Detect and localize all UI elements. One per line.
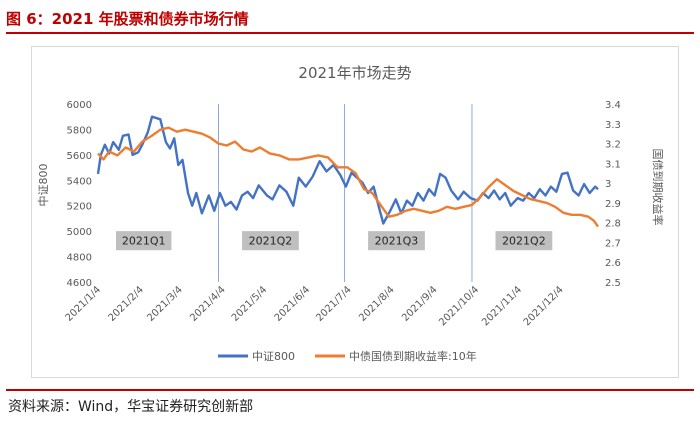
- y-tick-label-7: 4600: [67, 278, 92, 289]
- quarter-label-4: 2021Q2: [502, 235, 546, 248]
- quarter-label-2: 2021Q2: [249, 235, 293, 248]
- legend-label-yield: 中债国债到期收益率:10年: [349, 349, 477, 363]
- y2-tick-label-3: 3.1: [605, 159, 621, 170]
- chart-title: 2021年市场走势: [298, 64, 411, 82]
- y2-tick-label-8: 2.6: [605, 258, 621, 269]
- y-tick-label-5: 5000: [67, 227, 92, 238]
- x-tick-label-10: 2021/11/4: [480, 284, 524, 328]
- quarter-box-1: [116, 231, 172, 251]
- chart-svg: 2021年市场走势 中证800 国债到期收益率 2021Q1 2021Q2 2021…: [37, 64, 665, 363]
- y2-tick-label-0: 3.4: [605, 100, 621, 111]
- y2-tick-label-2: 3.2: [605, 140, 621, 151]
- series-line-yield: [97, 126, 599, 228]
- y2-tick-label-9: 2.5: [605, 278, 621, 289]
- x-tick-label-2: 2021/3/4: [145, 284, 185, 324]
- y2-tick-label-7: 2.7: [605, 238, 621, 249]
- y-axis-label: 中证800: [37, 164, 50, 207]
- quarter-box-2: [242, 231, 299, 251]
- quarter-box-4: [495, 231, 553, 251]
- x-tick-label-6: 2021/7/4: [314, 284, 354, 324]
- series-line-csi800: [96, 115, 599, 225]
- source-rule: [6, 389, 694, 391]
- x-tick-label-3: 2021/4/4: [188, 284, 228, 324]
- title-rule: [6, 32, 694, 34]
- y2-axis-label: 国债到期收益率: [651, 149, 665, 226]
- chart-frame: 2021年市场走势 中证800 国债到期收益率 2021Q1 2021Q2 2021…: [31, 46, 679, 378]
- source-note: 资料来源：Wind，华宝证券研究创新部: [8, 399, 254, 415]
- x-tick-label-9: 2021/10/4: [437, 284, 481, 328]
- x-tick-label-7: 2021/8/4: [357, 284, 397, 324]
- quarter-label-1: 2021Q1: [122, 235, 166, 248]
- legend-label-csi800: 中证800: [252, 350, 295, 363]
- y-tick-label-1: 5800: [67, 125, 92, 136]
- x-tick-label-4: 2021/5/4: [230, 284, 270, 324]
- y-tick-label-6: 4800: [67, 253, 92, 264]
- y-tick-label-0: 6000: [67, 100, 92, 111]
- y2-tick-label-4: 3: [605, 179, 611, 190]
- y2-tick-label-6: 2.8: [605, 219, 621, 230]
- y-tick-label-4: 5200: [67, 202, 92, 213]
- x-tick-label-8: 2021/9/4: [400, 284, 440, 324]
- y-tick-label-2: 5600: [67, 151, 92, 162]
- quarter-box-3: [368, 231, 425, 251]
- x-tick-label-11: 2021/12/4: [522, 284, 566, 328]
- y2-tick-label-5: 2.9: [605, 199, 621, 210]
- y-tick-label-3: 5400: [67, 176, 92, 187]
- figure-title: 图 6：2021 年股票和债券市场行情: [6, 10, 249, 28]
- x-tick-label-1: 2021/2/4: [107, 284, 147, 324]
- x-tick-label-5: 2021/6/4: [273, 284, 313, 324]
- quarter-label-3: 2021Q3: [375, 235, 419, 248]
- x-tick-label-0: 2021/1/4: [64, 284, 104, 324]
- y2-tick-label-1: 3.3: [605, 120, 621, 131]
